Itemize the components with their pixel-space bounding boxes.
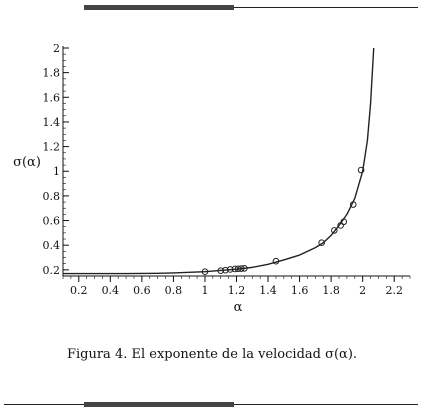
x-axis-label: α [234,300,243,315]
top-rule-band [84,5,234,10]
x-tick-label: 0.2 [70,284,88,297]
data-point [222,266,229,274]
y-tick-label: 1.2 [43,141,61,154]
figure-caption: Figura 4. El exponente de la velocidad σ… [66,347,358,362]
x-tick-label: 1.4 [259,284,277,297]
data-point [340,218,348,226]
chart-ticks: 0.2 0.4 0.6 0.8 1 1.2 1.4 1.6 1.8 2 2.2 0.2 0.4 0.6 0.… [43,42,411,297]
y-tick-label: 0.4 [43,239,61,252]
data-point [241,265,248,272]
data-point [357,166,365,174]
data-point [234,265,242,273]
data-point [231,265,239,273]
x-tick-label: 1.8 [322,284,340,297]
y-tick-label: 0.2 [43,264,61,277]
chart-series [63,47,375,275]
x-tick-label: 1.6 [291,284,309,297]
data-point [237,265,245,272]
y-tick-label: 1.8 [43,67,61,80]
chart-axes [62,46,410,277]
data-point [217,267,225,275]
data-point [226,266,234,273]
data-point [349,201,357,208]
x-tick-label: 0.8 [165,284,183,297]
y-tick-label: 1.4 [43,116,61,129]
y-tick-label: 0.8 [43,190,61,203]
sigma-curve [63,47,375,275]
x-tick-label: 0.4 [102,284,120,297]
x-tick-label: 1 [201,284,208,297]
x-tick-label: 0.6 [133,284,151,297]
x-tick-label: 2.2 [385,284,403,297]
x-tick-label: 2 [359,284,366,297]
data-point [330,227,338,234]
x-tick-label: 1.2 [228,284,246,297]
data-point [318,239,325,247]
data-point [201,268,209,275]
bottom-rule-band [84,402,234,407]
y-tick-label: 1.6 [43,91,61,104]
y-tick-label: 1 [53,165,60,178]
y-tick-label: 0.6 [43,215,61,228]
data-point [272,257,280,265]
y-axis-label: σ(α) [13,155,41,170]
y-tick-label: 2 [53,42,60,55]
